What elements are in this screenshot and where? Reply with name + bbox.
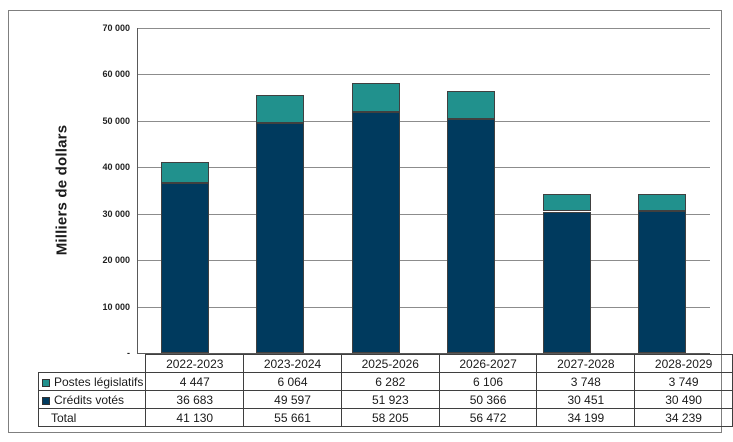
y-axis-line	[137, 28, 138, 353]
total-2022-2023: 41 130	[145, 408, 245, 427]
data-table: 2022-2023 2023-2024 2025-2026 2026-2027 2027…	[37, 354, 733, 427]
bar-2022-2023-credits-votes	[161, 183, 209, 353]
bar-2026-2027-credits-votes	[447, 119, 495, 353]
gridline-20000	[137, 260, 710, 261]
total-2025-2026: 58 205	[340, 408, 440, 427]
value-2022-2023: 4 447	[145, 372, 245, 391]
legend-text: Postes législatifs	[54, 374, 144, 389]
y-axis-title: Milliers de dollars	[53, 124, 71, 256]
value-2028-2029: 30 490	[634, 390, 733, 409]
value-2026-2027: 6 106	[438, 372, 538, 391]
bar-2023-2024-credits-votes	[256, 123, 304, 353]
value-2027-2028: 3 748	[536, 372, 636, 391]
y-tick-4: 30 000	[102, 209, 130, 219]
total-2023-2024: 55 661	[243, 408, 342, 427]
bar-2028-2029-credits-votes	[638, 211, 686, 353]
y-tick-6: 10 000	[102, 302, 130, 312]
legend-text: Crédits votés	[54, 392, 125, 407]
y-tick-5: 20 000	[102, 255, 130, 265]
gridline-50000	[137, 121, 710, 122]
y-tick-7: -	[127, 348, 130, 358]
table-corner-blank	[39, 355, 146, 373]
legend-label-postes-legislatifs: Postes législatifs	[37, 372, 147, 391]
value-2026-2027: 50 366	[438, 390, 538, 409]
bar-2027-2028-credits-votes	[543, 212, 591, 353]
table-header-2026-2027: 2026-2027	[438, 354, 538, 373]
gridline-60000	[137, 74, 710, 75]
legend-label-credits-votes: Crédits votés	[37, 390, 147, 409]
legend-swatch-teal	[42, 378, 50, 387]
y-tick-3: 40 000	[102, 162, 130, 172]
value-2027-2028: 30 451	[536, 390, 636, 409]
value-2023-2024: 6 064	[243, 372, 342, 391]
bar-2027-2028-postes-legislatifs	[543, 194, 591, 211]
bar-2022-2023-postes-legislatifs	[161, 162, 209, 183]
table-header-2022-2023: 2022-2023	[145, 354, 245, 373]
table-header-2028-2029: 2028-2029	[634, 354, 733, 373]
value-2023-2024: 49 597	[243, 390, 342, 409]
total-2026-2027: 56 472	[438, 408, 538, 427]
gridline-70000	[137, 28, 710, 29]
total-2027-2028: 34 199	[536, 408, 636, 427]
gridline-10000	[137, 307, 710, 308]
bar-2026-2027-postes-legislatifs	[447, 91, 495, 119]
table-header-2025-2026: 2025-2026	[340, 354, 440, 373]
y-tick-0: 70 000	[102, 23, 130, 33]
legend-label-total: Total	[37, 408, 147, 427]
value-2028-2029: 3 749	[634, 372, 733, 391]
value-2022-2023: 36 683	[145, 390, 245, 409]
value-2025-2026: 51 923	[340, 390, 440, 409]
table-header-2023-2024: 2023-2024	[243, 354, 342, 373]
y-tick-1: 60 000	[102, 69, 130, 79]
legend-swatch-navy	[42, 396, 50, 405]
total-2028-2029: 34 239	[634, 408, 733, 427]
y-tick-2: 50 000	[102, 116, 130, 126]
bar-2025-2026-credits-votes	[352, 112, 400, 353]
bar-2025-2026-postes-legislatifs	[352, 83, 400, 112]
gridline-40000	[137, 167, 710, 168]
x-axis-line	[137, 353, 710, 354]
gridline-30000	[137, 214, 710, 215]
value-2025-2026: 6 282	[340, 372, 440, 391]
table-header-2027-2028: 2027-2028	[536, 354, 636, 373]
bar-2028-2029-postes-legislatifs	[638, 194, 686, 211]
bar-2023-2024-postes-legislatifs	[256, 95, 304, 123]
